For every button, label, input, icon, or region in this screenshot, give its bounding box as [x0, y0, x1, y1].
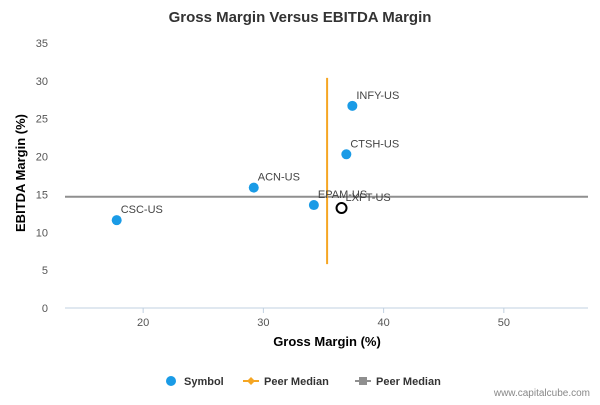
data-label-acn-us: ACN-US	[258, 172, 300, 184]
legend-diamond-marker	[247, 377, 255, 385]
y-tick-label: 30	[36, 76, 48, 88]
legend-symbol-marker	[166, 376, 176, 386]
legend: Symbol Peer Median Peer Median	[166, 376, 441, 388]
x-axis-title: Gross Margin (%)	[273, 334, 381, 349]
x-tick-label: 40	[377, 317, 389, 329]
legend-label: Peer Median	[376, 376, 441, 388]
data-point-csc-us	[111, 215, 122, 226]
y-tick-label: 10	[36, 227, 48, 239]
data-label-ctsh-us: CTSH-US	[350, 138, 399, 150]
data-label-csc-us: CSC-US	[121, 204, 163, 216]
data-label-epam-us: EPAM-US	[318, 189, 367, 201]
x-tick-label: 30	[257, 317, 269, 329]
legend-square-marker	[359, 377, 367, 385]
y-tick-label: 35	[36, 38, 48, 50]
x-tick-label: 20	[137, 317, 149, 329]
data-point-acn-us	[248, 182, 259, 193]
plot-area: 20 30 40 50 0 5 10 15 20 25 30 35 CSC-US ACN-US EPAM-U…	[36, 38, 588, 329]
credit-text: www.capitalcube.com	[493, 388, 590, 399]
y-tick-label: 20	[36, 152, 48, 164]
y-tick-label: 5	[42, 265, 48, 277]
chart-title: Gross Margin Versus EBITDA Margin	[169, 9, 432, 26]
data-point-lxft-us	[335, 202, 348, 215]
data-point-infy-us	[347, 100, 358, 111]
y-tick-label: 15	[36, 189, 48, 201]
y-tick-label: 25	[36, 114, 48, 126]
data-point-ctsh-us	[341, 149, 352, 160]
data-label-lxft-us: LXFT-US	[346, 192, 391, 204]
data-label-infy-us: INFY-US	[356, 90, 399, 102]
x-tick-label: 50	[498, 317, 510, 329]
data-point-epam-us	[308, 200, 319, 211]
legend-label: Peer Median	[264, 376, 329, 388]
y-axis-title: EBITDA Margin (%)	[13, 114, 28, 232]
y-tick-label: 0	[42, 303, 48, 315]
legend-label: Symbol	[184, 376, 224, 388]
